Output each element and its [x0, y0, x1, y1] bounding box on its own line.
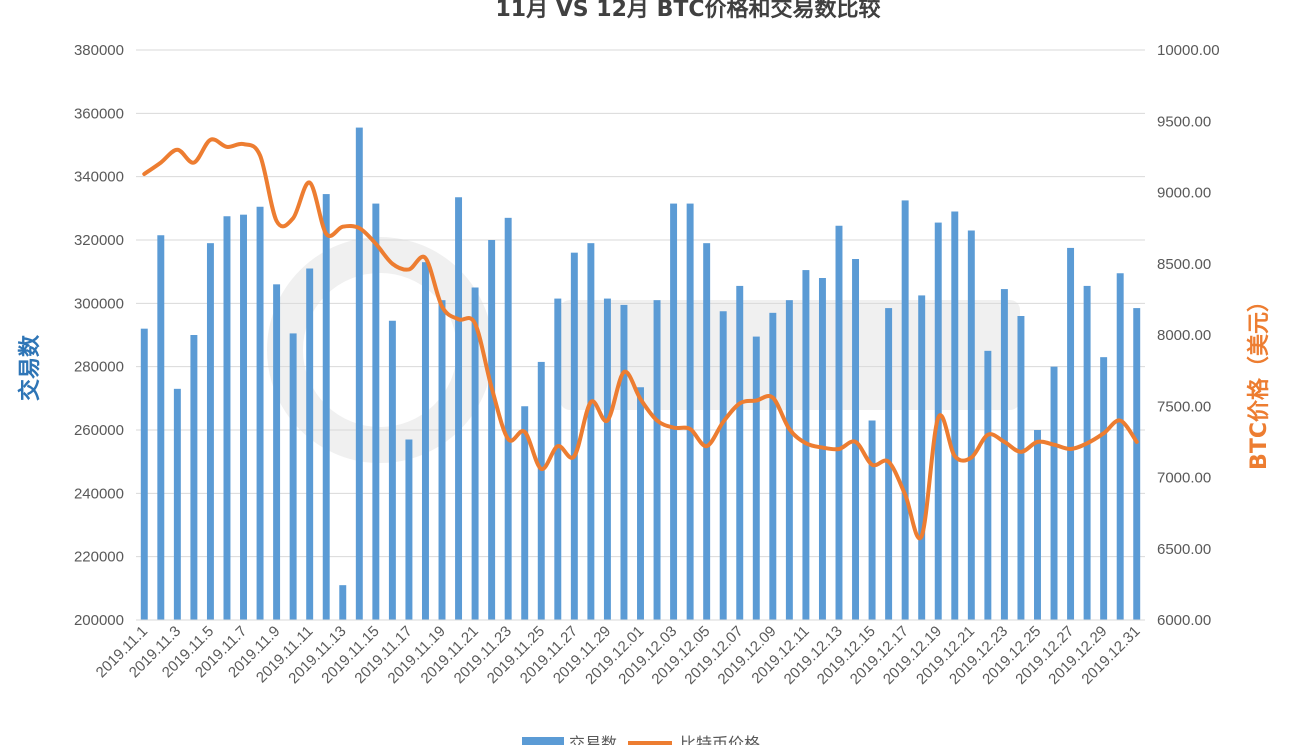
bar — [554, 298, 562, 620]
bar — [901, 200, 909, 620]
bar — [521, 406, 529, 620]
bar — [190, 335, 198, 620]
bar — [719, 311, 727, 620]
bar — [1100, 357, 1108, 620]
right-tick-label: 6500.00 — [1157, 541, 1211, 558]
left-axis-ticks: 200000 220000 240000 260000 280000 300000 3200… — [74, 42, 124, 629]
right-tick-label: 7500.00 — [1157, 398, 1211, 415]
right-tick-label: 9000.00 — [1157, 185, 1211, 202]
bar — [736, 285, 744, 620]
bar — [488, 240, 496, 620]
bar — [1017, 316, 1025, 620]
bar — [603, 298, 611, 620]
left-tick-label: 340000 — [74, 169, 124, 186]
bar — [868, 420, 876, 620]
bar — [438, 300, 446, 620]
left-tick-label: 260000 — [74, 422, 124, 439]
price-line — [142, 137, 1139, 541]
bar — [852, 259, 860, 620]
bar — [967, 230, 975, 620]
bar — [752, 336, 760, 620]
chart-title: 11月 VS 12月 BTC价格和交易数比较 — [495, 0, 880, 22]
legend-bar-swatch — [522, 737, 564, 745]
bar — [835, 225, 843, 620]
right-tick-label: 6000.00 — [1157, 612, 1211, 629]
bar — [1116, 273, 1124, 620]
bar — [769, 312, 777, 620]
left-tick-label: 380000 — [74, 42, 124, 59]
bar — [1083, 285, 1091, 620]
bar — [686, 203, 694, 621]
bar — [1034, 430, 1041, 620]
bar — [1133, 308, 1141, 620]
left-tick-label: 200000 — [74, 612, 124, 629]
bar — [984, 350, 992, 620]
bar — [256, 206, 264, 620]
right-tick-label: 10000.00 — [1157, 42, 1220, 59]
right-axis-ticks: 6000.00 6500.00 7000.00 7500.00 8000.00 8500.… — [1157, 42, 1220, 629]
left-tick-label: 300000 — [74, 295, 124, 312]
bar — [405, 439, 413, 620]
bar — [653, 300, 661, 620]
left-tick-label: 320000 — [74, 232, 124, 249]
right-tick-label: 9500.00 — [1157, 113, 1211, 130]
bar — [537, 361, 545, 620]
left-tick-label: 220000 — [74, 549, 124, 566]
bar — [240, 214, 247, 620]
legend: 交易数 比特币价格 — [522, 734, 760, 745]
bar — [306, 268, 314, 620]
bar — [157, 235, 165, 620]
bar — [471, 287, 479, 620]
bar — [455, 197, 463, 620]
bar — [355, 127, 363, 620]
bar — [223, 216, 231, 620]
right-tick-label: 8500.00 — [1157, 256, 1211, 273]
legend-bar-label: 交易数 — [569, 734, 617, 745]
bar — [785, 300, 793, 620]
bar — [289, 333, 297, 620]
bar — [587, 243, 595, 620]
right-tick-label: 7000.00 — [1157, 470, 1211, 487]
bar — [388, 320, 396, 620]
right-axis-label: BTC价格（美元） — [1246, 290, 1272, 470]
left-tick-label: 360000 — [74, 105, 124, 122]
bar — [322, 194, 330, 621]
bar — [918, 295, 926, 620]
left-tick-label: 240000 — [74, 485, 124, 502]
bar — [620, 304, 628, 620]
bar — [173, 388, 181, 620]
bar — [206, 243, 214, 620]
x-axis-ticks: 2019.11.12019.11.32019.11.52019.11.72019… — [93, 623, 1144, 688]
bar — [1000, 289, 1008, 620]
bar — [637, 387, 644, 620]
left-axis-label: 交易数 — [17, 334, 43, 401]
bar-series — [140, 127, 1141, 621]
bar — [670, 203, 678, 621]
bar — [1050, 366, 1058, 620]
bar — [421, 262, 429, 620]
bar — [703, 243, 711, 620]
bar — [140, 328, 148, 620]
bar — [273, 284, 281, 620]
bar — [504, 217, 512, 621]
bar — [1067, 247, 1075, 620]
legend-line-label: 比特币价格 — [680, 734, 760, 745]
bar — [339, 585, 347, 620]
left-tick-label: 280000 — [74, 359, 124, 376]
bar — [951, 211, 959, 620]
right-tick-label: 8000.00 — [1157, 327, 1211, 344]
bar — [570, 252, 578, 620]
bar — [372, 203, 380, 621]
